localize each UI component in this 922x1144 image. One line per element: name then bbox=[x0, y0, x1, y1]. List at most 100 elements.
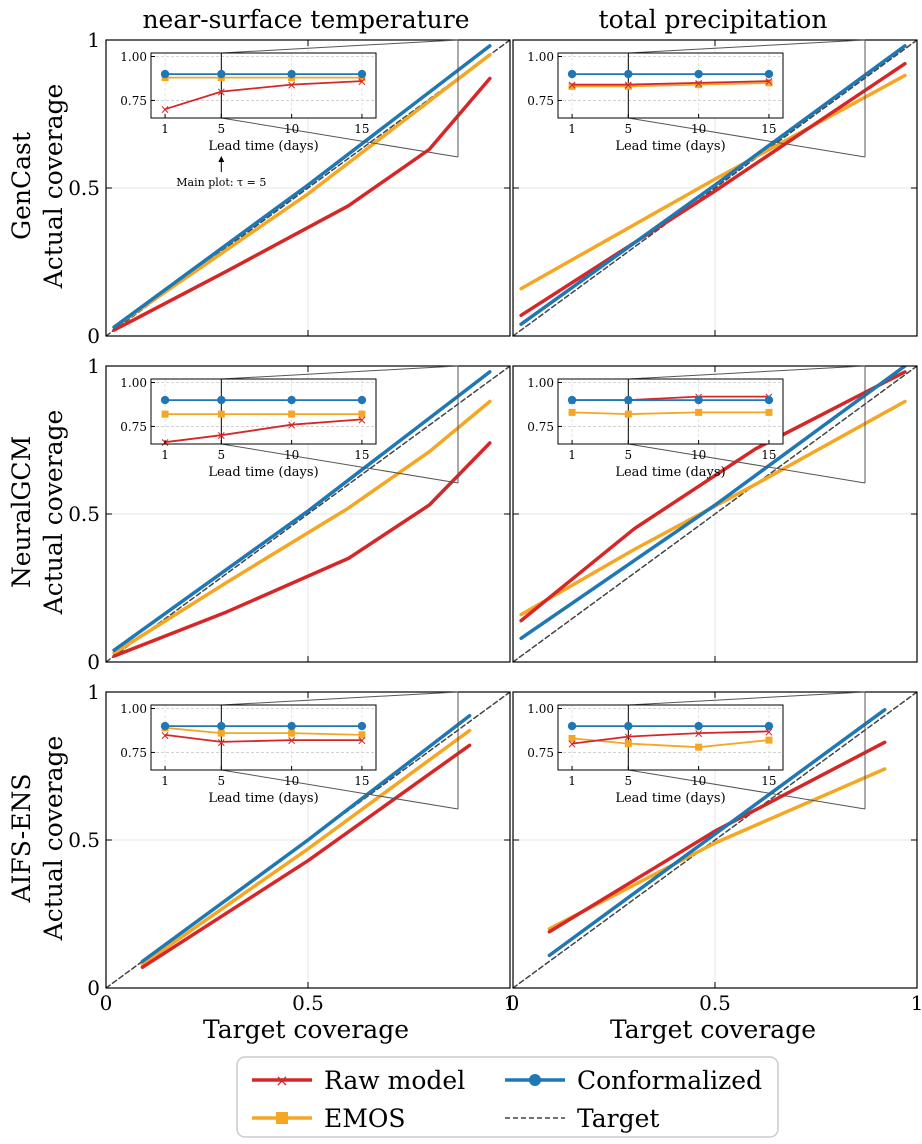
panel-neuralgcm-precipitation-inset-marker-conformalized-0 bbox=[567, 395, 577, 405]
panel-gencast-temperature-inset-connector-top bbox=[221, 39, 459, 54]
panel-aifs-ens-precipitation-inset-marker-emos-0 bbox=[568, 734, 576, 742]
legend-target-label: Target bbox=[577, 1104, 659, 1133]
panel-neuralgcm-precipitation-series-target bbox=[513, 366, 917, 662]
panel-gencast-temperature-series-raw-model bbox=[112, 76, 492, 332]
panel-aifs-ens-temperature-inset-marker-conformalized-2 bbox=[287, 721, 296, 731]
panel-neuralgcm-temperature-inset-marker-raw-1: × bbox=[216, 429, 226, 443]
legend-emos-label: EMOS bbox=[324, 1104, 405, 1133]
panel-neuralgcm-precipitation-inset-series-emos bbox=[572, 411, 769, 416]
panel-aifs-ens-precipitation-inset-series-raw-model bbox=[571, 730, 769, 745]
panel-neuralgcm-temperature-inset-xtick-label-3: 15 bbox=[354, 448, 369, 462]
panel-aifs-ens-temperature-inset-marker-raw-3: × bbox=[357, 734, 367, 748]
panel-aifs-ens-temperature-inset-connector-bottom bbox=[221, 769, 459, 810]
panel-neuralgcm-precipitation-inset-marker-emos-3 bbox=[765, 408, 773, 416]
panel-aifs-ens-temperature-inset-ytick-label-0: 0.75 bbox=[120, 746, 147, 760]
panel-gencast-temperature-inset-marker-raw-0: × bbox=[160, 103, 170, 117]
row-label-aifs: AIFS-ENS bbox=[7, 773, 36, 903]
panel-gencast-precipitation-series-target bbox=[513, 40, 917, 336]
panel-neuralgcm-temperature-inset-xlabel: Lead time (days) bbox=[208, 465, 318, 480]
panel-neuralgcm-temperature-inset-marker-conformalized-2 bbox=[287, 395, 296, 405]
panel-gencast-precipitation-inset-marker-emos-1 bbox=[624, 82, 632, 90]
panel-aifs-ens-temperature-inset-marker-raw-2: × bbox=[287, 734, 297, 748]
panel-gencast-precipitation-series-conformalized bbox=[519, 44, 907, 326]
panel-gencast-precipitation-inset-xtick-label-1: 5 bbox=[624, 122, 632, 136]
panel-aifs-ens-temperature-inset-marker-emos-2 bbox=[288, 729, 296, 737]
panel-gencast-precipitation-inset-marker-conformalized-0 bbox=[567, 69, 577, 79]
panel-neuralgcm-precipitation-inset-xtick-label-3: 15 bbox=[761, 448, 776, 462]
panel-neuralgcm-temperature-inset-connector-top bbox=[221, 365, 459, 380]
panel-aifs-ens-temperature-inset-series-emos bbox=[165, 726, 362, 736]
panel-aifs-ens-temperature-inset-xtick-label-0: 1 bbox=[161, 774, 169, 788]
panel-neuralgcm-temperature-series-target bbox=[106, 366, 510, 662]
panel-aifs-ens-temperature-inset-xtick-label-1: 5 bbox=[217, 774, 225, 788]
panel-neuralgcm-temperature-series-raw-model bbox=[112, 441, 492, 658]
panel-gencast-precipitation-inset-marker-emos-0 bbox=[568, 82, 576, 90]
panel-neuralgcm-temperature-inset-marker-emos-0 bbox=[161, 410, 169, 418]
panel-neuralgcm-temperature-frame bbox=[105, 365, 511, 663]
panel-aifs-ens-temperature-ytick-label-1: 0.5 bbox=[68, 828, 100, 852]
column-title-temperature: near-surface temperature bbox=[142, 5, 469, 34]
panel-gencast-precipitation-inset-frame bbox=[557, 52, 784, 119]
xlabel-right: Target coverage bbox=[610, 1015, 816, 1044]
panel-neuralgcm-temperature-inset-ytick-label-0: 0.75 bbox=[120, 420, 147, 434]
legend-frame bbox=[236, 1056, 779, 1138]
panel-aifs-ens-precipitation-inset-marker-raw-3: × bbox=[764, 725, 774, 739]
panel-neuralgcm-precipitation-inset-xtick-label-0: 1 bbox=[568, 448, 576, 462]
panel-aifs-ens-precipitation-inset-marker-raw-1: × bbox=[623, 730, 633, 744]
panel-aifs-ens-temperature-inset-marker-conformalized-3 bbox=[357, 721, 367, 731]
panel-aifs-ens-precipitation-inset-ytick-label-1: 1.00 bbox=[527, 702, 554, 716]
panel-neuralgcm-temperature-series-conformalized bbox=[112, 370, 492, 652]
panel-neuralgcm-temperature-inset-marker-raw-3: × bbox=[357, 413, 367, 427]
panel-neuralgcm-temperature-inset-xtick-label-2: 10 bbox=[284, 448, 299, 462]
legend-raw-label: Raw model bbox=[324, 1066, 465, 1095]
panel-neuralgcm-temperature-inset-xtick-label-1: 5 bbox=[217, 448, 225, 462]
panel-aifs-ens-precipitation-inset-ytick-label-0: 0.75 bbox=[527, 746, 554, 760]
row-label-gencast: GenCast bbox=[7, 132, 36, 240]
xlabel-left: Target coverage bbox=[203, 1015, 409, 1044]
panel-neuralgcm-precipitation-inset-frame bbox=[557, 378, 784, 445]
panel-gencast-temperature-inset-marker-conformalized-1 bbox=[217, 69, 226, 79]
panel-aifs-ens-temperature-inset-connector-top bbox=[221, 691, 459, 706]
panel-aifs-ens-precipitation-inset-marker-raw-0: × bbox=[567, 737, 577, 751]
panel-gencast-precipitation-inset-connector-bottom bbox=[628, 117, 866, 158]
panel-gencast-temperature-inset-marker-raw-1: × bbox=[216, 85, 226, 99]
panel-neuralgcm-precipitation-inset-marker-conformalized-1 bbox=[624, 395, 633, 405]
panel-aifs-ens-precipitation-series-conformalized bbox=[547, 708, 887, 958]
panel-gencast-temperature-inset-frame bbox=[150, 52, 377, 119]
panel-aifs-ens-precipitation-inset-marker-conformalized-1 bbox=[624, 721, 633, 731]
panel-gencast-temperature-inset-ytick-label-1: 1.00 bbox=[120, 50, 147, 64]
panel-aifs-ens-precipitation-inset-marker-raw-2: × bbox=[694, 727, 704, 741]
panel-aifs-ens-temperature-ytick-label-2: 1 bbox=[87, 680, 100, 704]
panel-gencast-precipitation-inset-xtick-label-3: 15 bbox=[761, 122, 776, 136]
legend-conformal-label: Conformalized bbox=[577, 1066, 762, 1095]
panel-aifs-ens-temperature-ytick-label-0: 0 bbox=[87, 976, 100, 1000]
panel-aifs-ens-precipitation-series-raw-model bbox=[547, 740, 887, 934]
panel-neuralgcm-precipitation-inset-connector-top bbox=[628, 365, 866, 380]
panel-gencast-temperature-inset-series-raw-model bbox=[164, 80, 362, 111]
panel-aifs-ens-precipitation-inset-connector-bottom bbox=[628, 769, 866, 810]
panel-gencast-precipitation-inset-marker-raw-1: × bbox=[623, 78, 633, 92]
panel-aifs-ens-precipitation-inset-marker-conformalized-0 bbox=[567, 721, 577, 731]
panel-gencast-precipitation-inset-marker-raw-0: × bbox=[567, 78, 577, 92]
panel-neuralgcm-precipitation-inset-connector-bottom bbox=[628, 443, 866, 484]
panel-aifs-ens-temperature-inset-series-raw-model bbox=[164, 734, 362, 743]
panel-neuralgcm-temperature-inset-series-raw-model bbox=[164, 418, 362, 444]
panel-neuralgcm-temperature-inset-marker-emos-1 bbox=[217, 410, 225, 418]
panel-neuralgcm-precipitation-inset-xlabel: Lead time (days) bbox=[615, 465, 725, 480]
panel-gencast-temperature-inset-marker-conformalized-3 bbox=[357, 69, 367, 79]
panel-neuralgcm-temperature-inset-marker-conformalized-1 bbox=[217, 395, 226, 405]
panel-aifs-ens-temperature-xtick-label-2: 1 bbox=[504, 991, 517, 1015]
panel-gencast-temperature-ytick-label-0: 0 bbox=[87, 324, 100, 348]
annotation-main-plot-tau: Main plot: τ = 5 bbox=[176, 176, 266, 189]
panel-aifs-ens-temperature-series-emos bbox=[140, 728, 472, 967]
panel-neuralgcm-precipitation-inset-marker-conformalized-2 bbox=[694, 395, 703, 405]
panel-aifs-ens-temperature-inset-xtick-label-2: 10 bbox=[284, 774, 299, 788]
panel-gencast-temperature-inset-xlabel: Lead time (days) bbox=[208, 139, 318, 154]
panel-aifs-ens-precipitation-inset-marker-emos-3 bbox=[765, 736, 773, 744]
panel-gencast-temperature-inset-xtick-label-2: 10 bbox=[284, 122, 299, 136]
panel-aifs-ens-precipitation-frame bbox=[512, 691, 918, 989]
